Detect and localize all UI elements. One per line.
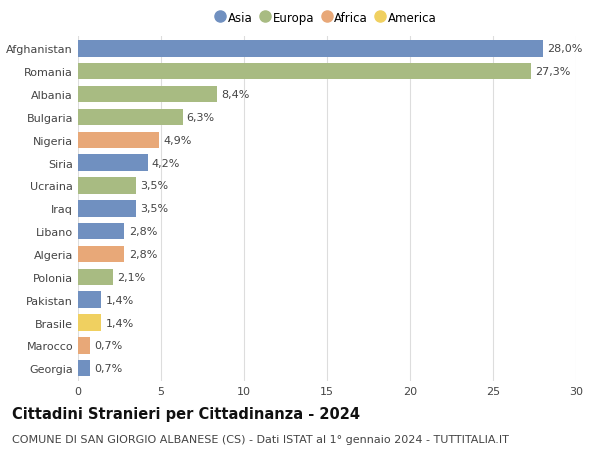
Text: 3,5%: 3,5%: [140, 181, 169, 191]
Text: COMUNE DI SAN GIORGIO ALBANESE (CS) - Dati ISTAT al 1° gennaio 2024 - TUTTITALIA: COMUNE DI SAN GIORGIO ALBANESE (CS) - Da…: [12, 434, 509, 444]
Bar: [78, 87, 217, 103]
Text: 27,3%: 27,3%: [535, 67, 571, 77]
Text: 1,4%: 1,4%: [106, 295, 134, 305]
Text: 3,5%: 3,5%: [140, 204, 169, 214]
Bar: [78, 132, 160, 149]
Bar: [78, 269, 113, 285]
Bar: [78, 109, 182, 126]
Bar: [78, 246, 124, 263]
Text: 2,8%: 2,8%: [128, 249, 157, 259]
Bar: [78, 360, 89, 377]
Legend: Asia, Europa, Africa, America: Asia, Europa, Africa, America: [215, 10, 439, 28]
Text: 1,4%: 1,4%: [106, 318, 134, 328]
Text: Cittadini Stranieri per Cittadinanza - 2024: Cittadini Stranieri per Cittadinanza - 2…: [12, 406, 360, 421]
Text: 0,7%: 0,7%: [94, 364, 122, 374]
Bar: [78, 64, 531, 80]
Text: 28,0%: 28,0%: [547, 44, 583, 54]
Bar: [78, 292, 101, 308]
Text: 6,3%: 6,3%: [187, 112, 215, 123]
Bar: [78, 224, 124, 240]
Bar: [78, 155, 148, 172]
Text: 8,4%: 8,4%: [221, 90, 250, 100]
Text: 4,2%: 4,2%: [152, 158, 180, 168]
Text: 2,8%: 2,8%: [128, 227, 157, 237]
Text: 0,7%: 0,7%: [94, 341, 122, 351]
Text: 2,1%: 2,1%: [117, 272, 145, 282]
Bar: [78, 178, 136, 194]
Text: 4,9%: 4,9%: [163, 135, 192, 146]
Bar: [78, 201, 136, 217]
Bar: [78, 314, 101, 331]
Bar: [78, 337, 89, 354]
Bar: [78, 41, 543, 57]
